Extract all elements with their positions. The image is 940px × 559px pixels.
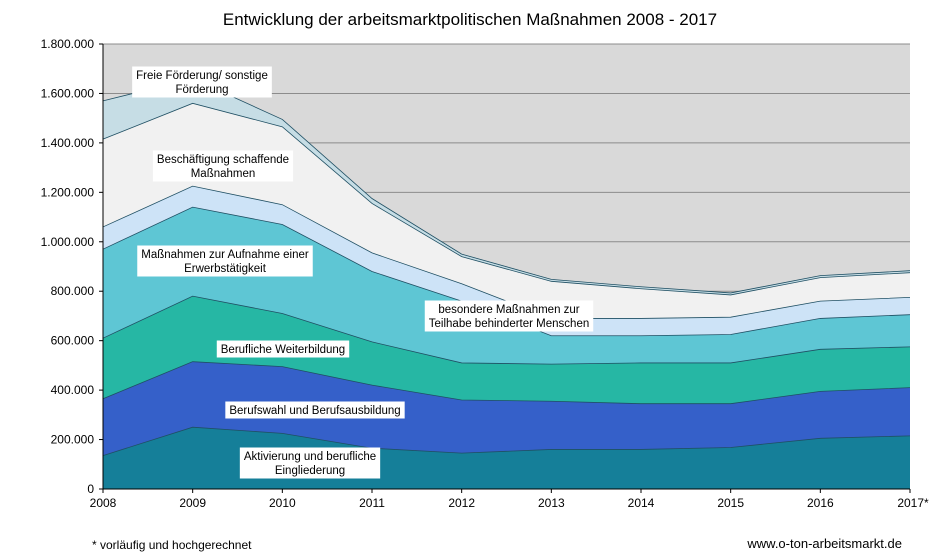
source-url[interactable]: www.o-ton-arbeitsmarkt.de (747, 536, 902, 551)
series-label-line: Maßnahmen zur Aufnahme einer (141, 249, 309, 261)
y-tick-label: 400.000 (51, 383, 95, 397)
x-tick-label: 2014 (628, 496, 655, 510)
series-label-line: Maßnahmen (191, 168, 256, 180)
x-tick-label: 2017* (897, 496, 929, 510)
y-axis: 0 200.000 400.000 600.000 800.000 1.000.000 1.… (41, 37, 104, 496)
series-label-4: besondere Maßnahmen zur Teilhabe behinder… (424, 300, 594, 332)
area-series-3 (103, 296, 910, 404)
area-series-2 (103, 361, 910, 456)
x-tick-label: 2010 (269, 496, 296, 510)
y-tick-label: 1.800.000 (41, 37, 95, 51)
series-label-line: Erwerbstätigkeit (184, 263, 267, 275)
x-tick-label: 2015 (717, 496, 744, 510)
y-tick-label: 0 (87, 482, 94, 496)
series-label-line: Berufswahl und Berufsausbildung (229, 405, 400, 417)
y-tick-label: 1.600.000 (41, 86, 95, 100)
series-label-1: Freie Förderung/ sonstige Förderung (132, 66, 272, 98)
x-tick-label: 2013 (538, 496, 565, 510)
series-labels: Freie Förderung/ sonstige Förderung Beschä… (132, 66, 594, 479)
footnote: * vorläufig und hochgerechnet (92, 538, 252, 552)
series-label-box (239, 447, 381, 479)
y-tick-label: 1.400.000 (41, 136, 95, 150)
area-boundary-2 (102, 361, 911, 405)
series-label-box (137, 245, 313, 277)
y-tick-label: 1.000.000 (41, 235, 95, 249)
x-tick-label: 2009 (179, 496, 206, 510)
y-tick-label: 200.000 (51, 433, 95, 447)
series-label-box (225, 401, 405, 419)
series-label-2: Beschäftigung schaffende Maßnahmen (152, 150, 294, 182)
series-label-line: Teilhabe behinderter Menschen (429, 318, 589, 330)
series-label-line: besondere Maßnahmen zur (438, 304, 579, 316)
y-tick-label: 600.000 (51, 334, 95, 348)
series-label-line: Beschäftigung schaffende (157, 154, 289, 166)
series-label-box (152, 150, 294, 182)
series-label-line: Förderung (175, 84, 228, 96)
y-tick-label: 1.200.000 (41, 185, 95, 199)
series-label-line: Freie Förderung/ sonstige (136, 70, 268, 82)
series-label-box (424, 300, 594, 332)
area-boundary-6 (102, 102, 911, 296)
series-label-3: Maßnahmen zur Aufnahme einer Erwerbstätig… (137, 245, 313, 277)
area-boundary-7 (102, 78, 911, 294)
area-boundary-3 (102, 295, 911, 365)
series-label-5: Berufliche Weiterbildung (216, 340, 350, 358)
series-label-6: Berufswahl und Berufsausbildung (225, 401, 405, 419)
chart-title: Entwicklung der arbeitsmarktpolitischen … (223, 10, 717, 29)
series-label-box (132, 66, 272, 98)
series-label-7: Aktivierung und berufliche Eingliederung (239, 447, 381, 479)
series-label-line: Berufliche Weiterbildung (221, 344, 345, 356)
x-tick-label: 2012 (448, 496, 475, 510)
series-label-box (216, 340, 350, 358)
area-boundary-1 (102, 426, 911, 457)
x-axis: 2008 2009 2010 2011 2012 2013 2014 2015 2016 2017… (90, 488, 929, 510)
x-tick-label: 2016 (807, 496, 834, 510)
area-series-5 (103, 186, 910, 336)
series-label-line: Aktivierung und berufliche (244, 451, 376, 463)
y-tick-label: 800.000 (51, 284, 95, 298)
area-series-6 (103, 103, 910, 319)
series-label-line: Eingliederung (275, 465, 345, 477)
x-tick-label: 2011 (359, 496, 385, 510)
x-tick-label: 2008 (90, 496, 117, 510)
area-series-7 (103, 78, 910, 295)
